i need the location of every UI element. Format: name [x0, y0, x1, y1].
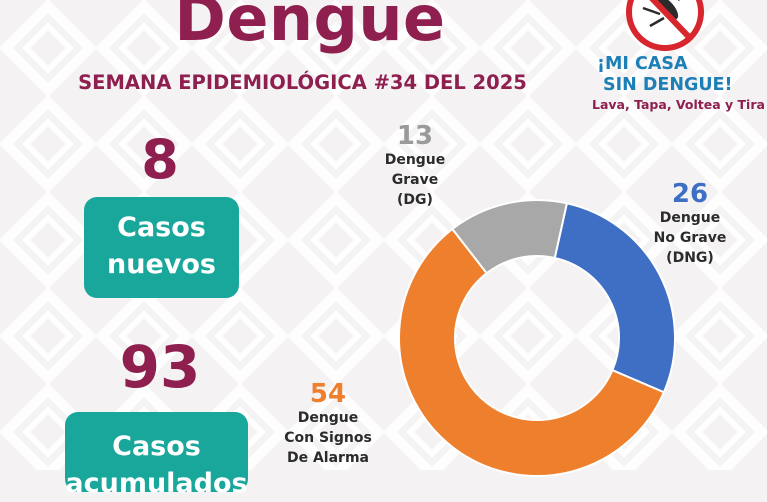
- campaign-line1: ¡MI CASA: [597, 54, 688, 74]
- dg-value: 13: [396, 121, 434, 151]
- dg-line3: (DG): [397, 192, 433, 208]
- dsa-line1: Dengue: [297, 410, 359, 426]
- dsa-line3: De Alarma: [286, 450, 369, 466]
- new-cases-card: Casos nuevos: [84, 197, 239, 298]
- dg-line2: Grave: [391, 172, 439, 188]
- dsa-line2: Con Signos: [284, 430, 372, 446]
- label-dengue-no-grave: 26 Dengue No Grave (DNG): [640, 180, 740, 268]
- dng-line3: (DNG): [666, 250, 714, 266]
- label-dengue-signos-alarma: 54 Dengue Con Signos De Alarma: [273, 380, 383, 468]
- mosquito-prohibited-icon: [626, 0, 704, 51]
- new-cases-value: 8: [141, 128, 179, 191]
- campaign-slogan: Lava, Tapa, Voltea y Tira: [592, 97, 765, 112]
- label-dengue-grave: 13 Dengue Grave (DG): [365, 122, 465, 210]
- dng-value: 26: [671, 179, 709, 209]
- page-subtitle: SEMANA EPIDEMIOLÓGICA #34 DEL 2025: [78, 71, 527, 94]
- dng-line2: No Grave: [653, 230, 727, 246]
- slice-dengue-no-grave: [553, 202, 676, 394]
- accumulated-cases-label-line2: acumulados: [65, 468, 248, 499]
- accumulated-cases-label-line1: Casos: [112, 431, 201, 462]
- campaign-line2: SIN DENGUE!: [603, 75, 733, 95]
- new-cases-label-line1: Casos: [117, 212, 206, 243]
- new-cases-label-line2: nuevos: [107, 249, 216, 280]
- slice-dengue-grave: [450, 199, 569, 275]
- accumulated-cases-value: 93: [119, 333, 201, 401]
- dsa-value: 54: [309, 379, 347, 409]
- dg-line1: Dengue: [384, 152, 446, 168]
- dng-line1: Dengue: [659, 210, 721, 226]
- page-title: Dengue: [174, 0, 446, 55]
